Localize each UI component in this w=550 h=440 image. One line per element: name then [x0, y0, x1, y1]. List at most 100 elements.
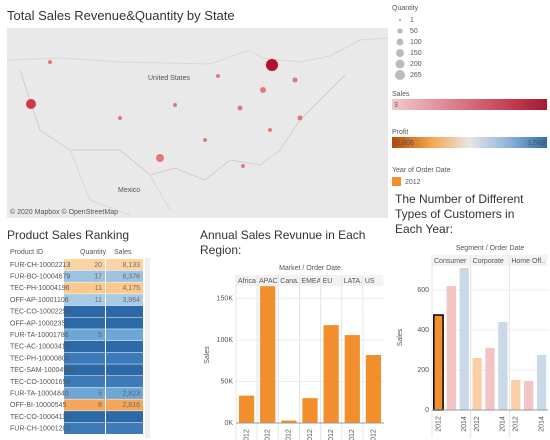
sales-cell [106, 259, 143, 271]
legend-size [398, 18, 402, 22]
x-tick-label: 2012 [286, 429, 293, 440]
category-label: Corporate [473, 258, 504, 265]
y-tick-label: 0K [224, 420, 233, 427]
legend-title: Profit [392, 129, 408, 136]
sales-cell [106, 422, 143, 434]
map-bubble [118, 116, 122, 120]
product-id: TEC-CO-10001654 [10, 379, 70, 386]
map-label: United States [148, 75, 191, 82]
legend-size [395, 59, 405, 69]
category-label: LATA.. [344, 278, 364, 285]
product-id: TEC-PH-10000800 [10, 355, 70, 362]
sales-cell [106, 399, 143, 411]
bar [459, 268, 469, 410]
bar [302, 398, 318, 423]
x-tick-label: 2012 [349, 429, 356, 440]
map-bubble [241, 164, 245, 168]
scrollbar[interactable] [145, 258, 150, 438]
bar [238, 395, 255, 423]
sales: 8,133 [122, 262, 140, 269]
product-id: FUR-CH-10002213 [10, 262, 70, 269]
legend-size [397, 28, 403, 34]
map-bubble [216, 74, 220, 78]
map-bubble [173, 103, 177, 107]
sales-cell [106, 317, 143, 329]
map-bubble [48, 60, 52, 64]
legend-size [396, 38, 404, 46]
legend-min: -1,806 [394, 140, 414, 147]
chart-title: Annual Sales Revunue in Each Region: [200, 228, 366, 257]
category-label: Consumer [434, 258, 467, 265]
bar [485, 348, 495, 410]
product-id: TEC-SAM-10004940 [10, 367, 75, 374]
product-id: OFF-AP-10002351 [10, 320, 69, 327]
quantity: 5 [98, 391, 102, 398]
quantity-cell [64, 340, 105, 353]
y-axis-label: Sales [204, 346, 211, 364]
quantity-cell [64, 305, 105, 317]
quantity-cell [64, 270, 105, 282]
legend-label: 150 [410, 50, 422, 57]
column-header: Quantity [80, 249, 107, 256]
product-id: FUR-TA-10001786 [10, 332, 69, 339]
x-tick-label: 2014 [538, 416, 545, 432]
map-bubble [237, 105, 243, 111]
legend-label: 50 [410, 28, 418, 35]
facet-header [342, 275, 363, 286]
map-bubble [156, 154, 164, 162]
legend-max: 1,563 [527, 140, 545, 147]
map-bubble [260, 87, 266, 93]
category-label: EMEA [301, 278, 321, 285]
sales: 2,816 [122, 402, 140, 409]
facet-header [363, 275, 384, 286]
y-tick-label: 50K [221, 378, 234, 385]
quantity: 11 [95, 297, 102, 304]
quantity: 20 [94, 262, 102, 269]
sales-cell [106, 305, 143, 317]
quantity-cell [64, 259, 105, 271]
category-label: Cana.. [280, 278, 301, 285]
quantity: 17 [94, 274, 102, 281]
color-ramp [392, 99, 547, 110]
legend-label: 1 [410, 17, 414, 24]
category-label: Africa [238, 278, 256, 285]
x-tick-label: 2012 [370, 429, 377, 440]
color-ramp [392, 137, 547, 148]
map-bubble [266, 59, 278, 71]
legend-label: 200 [410, 61, 422, 68]
bar [344, 335, 360, 423]
bar [281, 420, 297, 423]
legend-size [395, 70, 405, 80]
x-tick-label: 2012 [243, 429, 250, 440]
sales: 3,964 [122, 297, 140, 304]
product-id: TEC-CO-10002259 [10, 309, 70, 316]
facet-header [278, 275, 299, 286]
quantity-cell [64, 352, 105, 364]
quantity: 11 [95, 285, 102, 292]
category-label: APAC [259, 278, 278, 285]
sales-cell [106, 364, 143, 376]
quantity: 8 [98, 402, 102, 409]
legend-swatch [392, 177, 401, 186]
product-id: FUR-CH-10001207 [10, 426, 70, 433]
product-id: OFF-AP-10001106 [10, 297, 69, 304]
map-border [6, 37, 389, 65]
product-id: TEC-AC-10003415 [10, 344, 70, 351]
map-bubble [26, 99, 36, 109]
product-id: OFF-BI-10000545 [10, 402, 67, 409]
bar [433, 314, 444, 411]
y-axis-label: Sales [397, 328, 404, 346]
quantity: 5 [98, 332, 102, 339]
legend-min: 3 [394, 102, 398, 109]
quantity-cell [64, 376, 105, 388]
bar [446, 286, 456, 410]
facet-header [509, 255, 548, 266]
legend-title: Year of Order Date [392, 167, 451, 174]
y-tick-label: 150K [217, 295, 234, 302]
product-id: TEC-CO-10004115 [10, 414, 70, 421]
sales: 6,376 [122, 274, 140, 281]
facet-header [257, 275, 278, 286]
quantity-cell [64, 282, 105, 294]
